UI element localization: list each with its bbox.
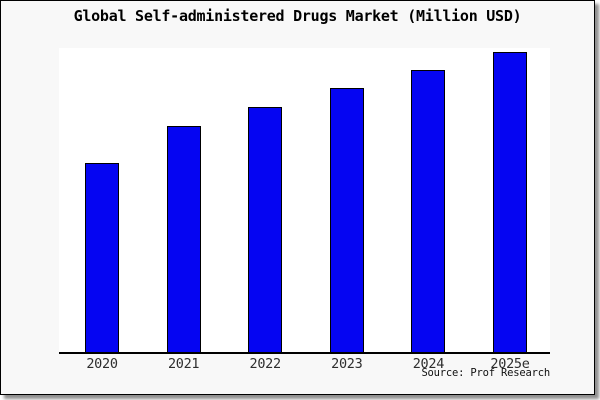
x-axis-label-2021: 2021 xyxy=(167,356,200,372)
bar-2021 xyxy=(166,126,201,352)
bar-2025e xyxy=(493,52,527,352)
bar-2022 xyxy=(248,107,283,352)
bar-2020 xyxy=(85,163,119,352)
chart-frame: Global Self-administered Drugs Market (M… xyxy=(0,0,595,395)
x-axis-label-2023: 2023 xyxy=(331,356,363,372)
x-axis-label-2024: 2024 xyxy=(412,356,445,372)
x-axis-labels: 2020 2021 2022 2023 2024 2025e xyxy=(59,356,550,372)
x-axis-label-2020: 2020 xyxy=(86,356,118,372)
plot-area xyxy=(59,48,550,354)
source-credit: Source: Prof Research xyxy=(421,367,550,379)
x-axis-label-2022: 2022 xyxy=(249,356,282,372)
bar-2024 xyxy=(411,70,446,352)
chart-title: Global Self-administered Drugs Market (M… xyxy=(73,7,522,25)
bar-2023 xyxy=(329,88,364,352)
x-axis-label-2025e: 2025e xyxy=(490,356,530,372)
